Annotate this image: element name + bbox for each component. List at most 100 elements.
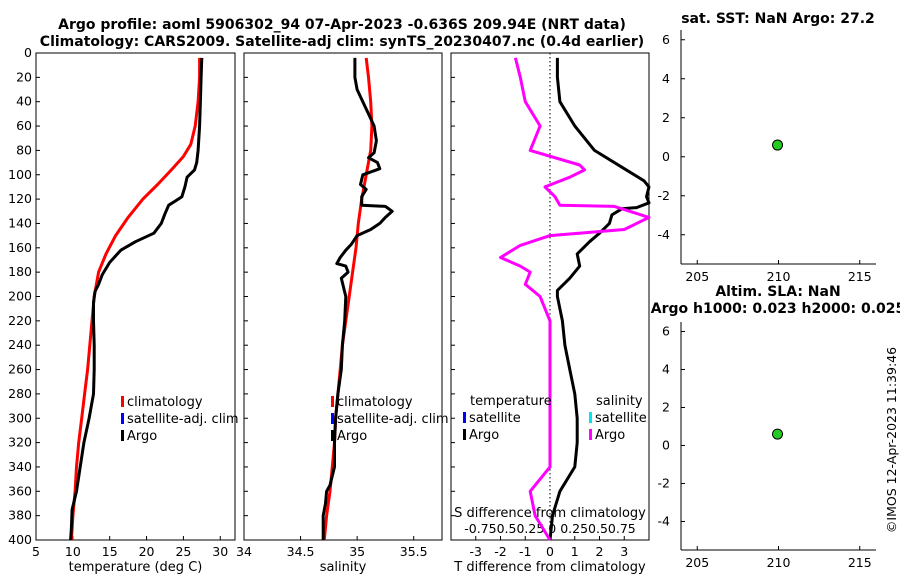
- sla-ytick-label-2: 2: [662, 400, 670, 415]
- sst-panel: -4 -2 0 2 4 6 205 210 215: [658, 30, 876, 284]
- sal-xtick-34-label: 34: [236, 544, 252, 559]
- temp-series-argo: [69, 57, 204, 541]
- diff-legend-temp-argo-swatch: [463, 429, 466, 440]
- sst-point-0: [772, 139, 784, 151]
- temp-ytick-label-240: 240: [8, 337, 32, 352]
- sla-ytick-label-0: 0: [662, 438, 670, 453]
- sla-xtick-215-label: 215: [848, 555, 872, 570]
- sal-series-argo: [321, 57, 394, 540]
- temp-ytick-label-40: 40: [16, 94, 32, 109]
- temp-ytick-label-80: 80: [16, 142, 32, 157]
- sla-title-line2: Argo h1000: 0.023 h2000: 0.025: [651, 301, 900, 317]
- diff-legend-sal-sat-label: satellite: [595, 411, 647, 426]
- sal-xtick-34.5-label: 34.5: [287, 544, 315, 559]
- sst-ytick-label-0: 0: [662, 149, 670, 164]
- sst-ytick-label-2: 2: [662, 110, 670, 125]
- diff-series-t-argo: [548, 57, 651, 541]
- sal-frame: [243, 52, 443, 541]
- sst-xtick-215-label: 215: [848, 269, 872, 284]
- temp-ytick-label-280: 280: [8, 386, 32, 401]
- diff-xlabel: T difference from climatology: [453, 560, 646, 575]
- diff-legend-temp-sat-swatch: [463, 412, 466, 423]
- temp-ytick-label-380: 380: [8, 508, 32, 523]
- temp-xtick-10-label: 10: [65, 544, 81, 559]
- salinity-panel: 34 34.5 35 35.5 salinity climatology satellite…: [236, 52, 449, 575]
- temp-ytick-label-300: 300: [8, 410, 32, 425]
- temp-xtick-25-label: 25: [175, 544, 191, 559]
- temp-ytick-label-60: 60: [16, 118, 32, 133]
- sst-ytick-label--4: -4: [658, 227, 671, 242]
- sst-ytick-label--2: -2: [658, 188, 670, 203]
- sal-xtick-35-label: 35: [349, 544, 365, 559]
- sal-legend-0-label: climatology: [337, 395, 413, 410]
- diff-xtick--2-label: -2: [494, 544, 506, 559]
- diff-xtick-1-label: 1: [571, 544, 579, 559]
- watermark: ©IMOS 12-Apr-2023 11:39:46: [884, 347, 899, 533]
- diff-legend-sal-sat-swatch: [589, 412, 592, 423]
- temp-ytick-label-20: 20: [16, 69, 32, 84]
- temp-ytick-label-360: 360: [8, 483, 32, 498]
- title-line1: Argo profile: aoml 5906302_94 07-Apr-202…: [58, 17, 626, 33]
- sal-series-climatology: [322, 57, 374, 541]
- temp-xtick-15-label: 15: [102, 544, 118, 559]
- temp-ytick-label-200: 200: [8, 289, 32, 304]
- temp-ytick-label-140: 140: [8, 215, 32, 230]
- temp-ytick-label-400: 400: [8, 532, 32, 547]
- difference-panel: -3 -2 -1 0 1 2 3T difference from climatology S…: [450, 52, 651, 575]
- diff-legend-sal-argo-swatch: [589, 429, 592, 440]
- sla-ytick-label--2: -2: [658, 476, 670, 491]
- diff-xtick-2-label: 2: [596, 544, 604, 559]
- diff-xtick--3-label: -3: [470, 544, 482, 559]
- temperature-panel: 0 20 40 60 80 100 120 140 160 180 200 220 240 260 280 3…: [8, 45, 238, 575]
- sst-xtick-210-label: 210: [767, 269, 791, 284]
- temp-xtick-30-label: 30: [212, 544, 228, 559]
- sla-title-line1: Altim. SLA: NaN: [715, 284, 840, 300]
- temp-ytick-label-100: 100: [8, 167, 32, 182]
- temp-xtick-5-label: 5: [32, 544, 40, 559]
- temp-ytick-label-320: 320: [8, 435, 32, 450]
- sal-xlabel: salinity: [320, 560, 367, 575]
- temp-xlabel: temperature (deg C): [69, 560, 203, 575]
- temp-ytick-label-120: 120: [8, 191, 32, 206]
- temp-ytick-label-160: 160: [8, 240, 32, 255]
- sal-legend-1-label: satellite-adj. clim: [337, 412, 449, 427]
- diff-xlabel-top: S difference from climatology: [454, 506, 646, 521]
- diff-series-s-argo: [499, 57, 651, 541]
- temp-frame: [35, 52, 236, 541]
- sal-legend-1-swatch: [331, 413, 334, 424]
- temp-legend-0-swatch: [121, 396, 124, 407]
- diff-xtick--1-label: -1: [519, 544, 531, 559]
- sla-ytick-label--4: -4: [658, 514, 671, 529]
- diff-xtick-3-label: 3: [620, 544, 628, 559]
- sla-xtick-205-label: 205: [685, 555, 709, 570]
- temp-series-climatology: [69, 57, 202, 541]
- sst-ytick-label-6: 6: [662, 32, 670, 47]
- sal-legend-2-label: Argo: [337, 429, 367, 444]
- temp-ytick-label-180: 180: [8, 264, 32, 279]
- sst-xtick-205-label: 205: [685, 269, 709, 284]
- sla-ytick-label-4: 4: [662, 362, 670, 377]
- diff-legend-sal-argo-label: Argo: [595, 428, 625, 443]
- diff-legend-temp-title: temperature: [470, 394, 552, 409]
- sst-ytick-label-4: 4: [662, 71, 670, 86]
- sla-ytick-label-6: 6: [662, 324, 670, 339]
- title-line2: Climatology: CARS2009. Satellite-adj cli…: [40, 34, 644, 50]
- sal-legend-2-swatch: [331, 430, 334, 441]
- temp-ytick-label-220: 220: [8, 313, 32, 328]
- temp-legend-0-label: climatology: [127, 395, 203, 410]
- diff-legend-temp-argo-label: Argo: [469, 428, 499, 443]
- temp-ytick-label-0: 0: [24, 45, 32, 60]
- temp-ytick-label-340: 340: [8, 459, 32, 474]
- temp-legend-1-label: satellite-adj. clim: [127, 412, 239, 427]
- sla-point-0: [772, 428, 784, 440]
- temp-ytick-label-260: 260: [8, 362, 32, 377]
- sla-xtick-210-label: 210: [767, 555, 791, 570]
- temp-xtick-20-label: 20: [139, 544, 155, 559]
- diff-legend-sal-title: salinity: [596, 394, 643, 409]
- temp-legend-1-swatch: [121, 413, 124, 424]
- diff-xtick-0-label: 0: [546, 544, 554, 559]
- sla-panel: -4 -2 0 2 4 6 205 210 215: [658, 322, 876, 570]
- diff-legend-temp-sat-label: satellite: [469, 411, 521, 426]
- temp-legend-2-swatch: [121, 430, 124, 441]
